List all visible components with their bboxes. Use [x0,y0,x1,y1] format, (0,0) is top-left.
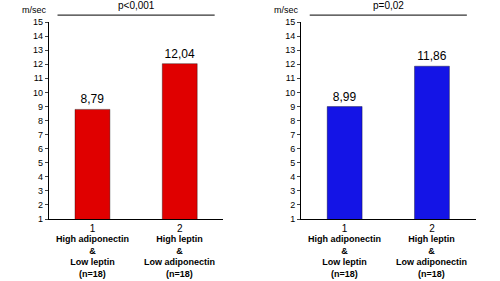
svg-text:12,04: 12,04 [165,47,195,61]
svg-text:2: 2 [429,223,435,234]
svg-text:1: 1 [38,214,43,224]
svg-text:7: 7 [38,130,43,140]
svg-text:2: 2 [290,200,295,210]
svg-text:4: 4 [38,172,43,182]
svg-text:1: 1 [342,223,348,234]
svg-text:High leptin&Low adiponectin(n=: High leptin&Low adiponectin(n=18) [396,234,467,279]
svg-text:8,99: 8,99 [333,90,357,104]
svg-text:11: 11 [286,73,295,83]
svg-text:1: 1 [290,214,295,224]
svg-text:9: 9 [290,102,295,112]
svg-text:10: 10 [285,88,295,98]
svg-text:6: 6 [290,144,295,154]
svg-text:2: 2 [177,223,183,234]
svg-text:3: 3 [290,186,295,196]
svg-text:11: 11 [34,73,43,83]
svg-text:14: 14 [33,31,43,41]
svg-text:7: 7 [290,130,295,140]
svg-text:p<0,001: p<0,001 [118,0,155,11]
svg-text:15: 15 [33,17,43,27]
svg-text:12: 12 [33,59,43,69]
svg-text:14: 14 [285,31,295,41]
svg-text:8: 8 [290,116,295,126]
svg-text:2: 2 [38,200,43,210]
svg-text:m/sec: m/sec [274,5,299,15]
svg-text:13: 13 [33,45,43,55]
svg-text:6: 6 [38,144,43,154]
svg-text:5: 5 [290,158,295,168]
svg-text:15: 15 [285,17,295,27]
svg-text:5: 5 [38,158,43,168]
svg-text:11,86: 11,86 [417,49,446,63]
svg-text:8: 8 [38,116,43,126]
svg-text:13: 13 [285,45,295,55]
svg-text:p=0,02: p=0,02 [373,0,404,11]
svg-text:High leptin&Low adiponectin(n=: High leptin&Low adiponectin(n=18) [144,234,215,279]
svg-text:1: 1 [90,223,96,234]
svg-text:4: 4 [290,172,295,182]
svg-text:8,79: 8,79 [81,92,105,106]
svg-text:12: 12 [285,59,295,69]
svg-text:3: 3 [38,186,43,196]
svg-text:High adiponectin&Low leptin(n=: High adiponectin&Low leptin(n=18) [56,234,129,279]
svg-text:High adiponectin&Low leptin(n=: High adiponectin&Low leptin(n=18) [308,234,381,279]
svg-text:10: 10 [33,88,43,98]
svg-text:m/sec: m/sec [22,5,47,15]
svg-text:9: 9 [38,102,43,112]
